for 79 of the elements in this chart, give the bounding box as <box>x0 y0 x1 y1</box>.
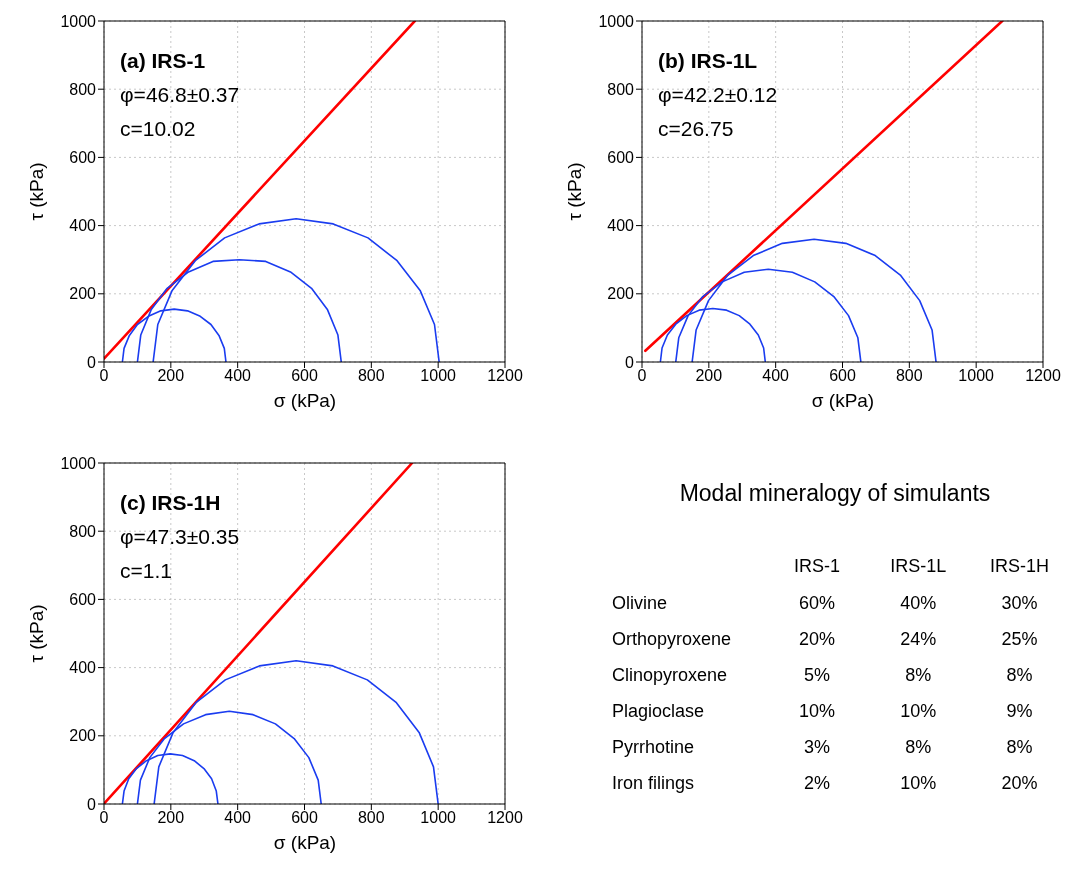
x-tick-label: 600 <box>291 809 318 827</box>
text: 3% <box>804 736 831 757</box>
text: 20% <box>1001 772 1038 793</box>
text: 8% <box>1006 736 1033 757</box>
text: (b) IRS-1L <box>658 48 759 74</box>
text: 20% <box>799 628 836 649</box>
y-tick-label: 200 <box>69 285 97 303</box>
text: 24% <box>900 628 937 649</box>
category-label: Pyrrhotine <box>612 736 695 757</box>
x-tick-label: 1000 <box>958 367 995 385</box>
x-tick-label: 1200 <box>487 367 523 385</box>
x-tick-label: 600 <box>291 367 318 385</box>
x-tick-label: 0 <box>99 809 109 827</box>
category-label: Clinopyroxene <box>612 664 728 685</box>
y-tick-label: 400 <box>607 217 635 235</box>
text: 9% <box>1006 700 1033 721</box>
category-label: Iron filings <box>612 772 695 793</box>
y-tick-label: 800 <box>69 522 97 540</box>
y-tick-label: 1000 <box>60 12 97 30</box>
y-tick-label: 1000 <box>60 454 97 472</box>
category-label: Olivine <box>612 592 668 613</box>
x-axis-title: σ (kPa) <box>272 390 338 412</box>
x-tick-label: 1000 <box>420 809 457 827</box>
text: 30% <box>1001 592 1038 613</box>
y-tick-label: 0 <box>87 353 97 371</box>
y-tick-label: 800 <box>607 80 635 98</box>
annotation: c=10.02 <box>120 116 197 142</box>
text: (c) IRS-1H <box>120 490 222 516</box>
y-tick-label: 200 <box>69 727 97 745</box>
text: 5% <box>804 664 831 685</box>
y-tick-label: 600 <box>69 591 97 609</box>
annotation: c=26.75 <box>658 116 735 142</box>
text: 60% <box>799 592 836 613</box>
x-tick-label: 200 <box>695 367 723 385</box>
category-label: Plagioclase <box>612 700 705 721</box>
x-tick-label: 200 <box>157 367 185 385</box>
y-tick-label: 0 <box>87 795 97 813</box>
category-label: Orthopyroxene <box>612 628 732 649</box>
x-tick-label: 400 <box>224 367 252 385</box>
x-tick-label: 400 <box>762 367 790 385</box>
x-axis-title: σ (kPa) <box>272 832 338 854</box>
x-tick-label: 800 <box>895 367 923 385</box>
y-tick-label: 600 <box>69 149 97 167</box>
y-tick-label: 0 <box>625 353 635 371</box>
x-tick-label: 0 <box>99 367 109 385</box>
y-tick-label: 400 <box>69 659 97 677</box>
annotation: φ=42.2±0.12 <box>658 82 778 108</box>
text: Modal mineralogy of simulants <box>678 480 992 507</box>
text: 8% <box>1006 664 1033 685</box>
x-tick-label: 0 <box>637 367 647 385</box>
y-tick-label: 400 <box>69 217 97 235</box>
x-tick-label: 1200 <box>487 809 523 827</box>
y-tick-label: 600 <box>607 149 635 167</box>
x-tick-label: 800 <box>357 367 385 385</box>
x-tick-label: 800 <box>357 809 385 827</box>
x-tick-label: 1200 <box>1025 367 1061 385</box>
annotation: φ=46.8±0.37 <box>120 82 240 108</box>
annotation: c=1.1 <box>120 558 173 584</box>
text: 25% <box>1001 628 1038 649</box>
text: 10% <box>900 772 937 793</box>
text: 10% <box>900 700 937 721</box>
category-label: IRS-1H <box>988 554 1050 578</box>
x-tick-label: 1000 <box>420 367 457 385</box>
text: 2% <box>804 772 831 793</box>
category-label: IRS-1 <box>793 554 842 578</box>
x-tick-label: 600 <box>829 367 856 385</box>
x-tick-label: 200 <box>157 809 185 827</box>
text: 8% <box>905 664 932 685</box>
y-tick-label: 200 <box>607 285 635 303</box>
text: (a) IRS-1 <box>120 48 207 74</box>
annotation: φ=47.3±0.35 <box>120 524 240 550</box>
y-tick-label: 1000 <box>598 12 635 30</box>
text: 40% <box>900 592 937 613</box>
x-axis-title: σ (kPa) <box>810 390 876 412</box>
x-tick-label: 400 <box>224 809 252 827</box>
text: 10% <box>799 700 836 721</box>
text: 8% <box>905 736 932 757</box>
y-tick-label: 800 <box>69 80 97 98</box>
category-label: IRS-1L <box>889 554 948 578</box>
